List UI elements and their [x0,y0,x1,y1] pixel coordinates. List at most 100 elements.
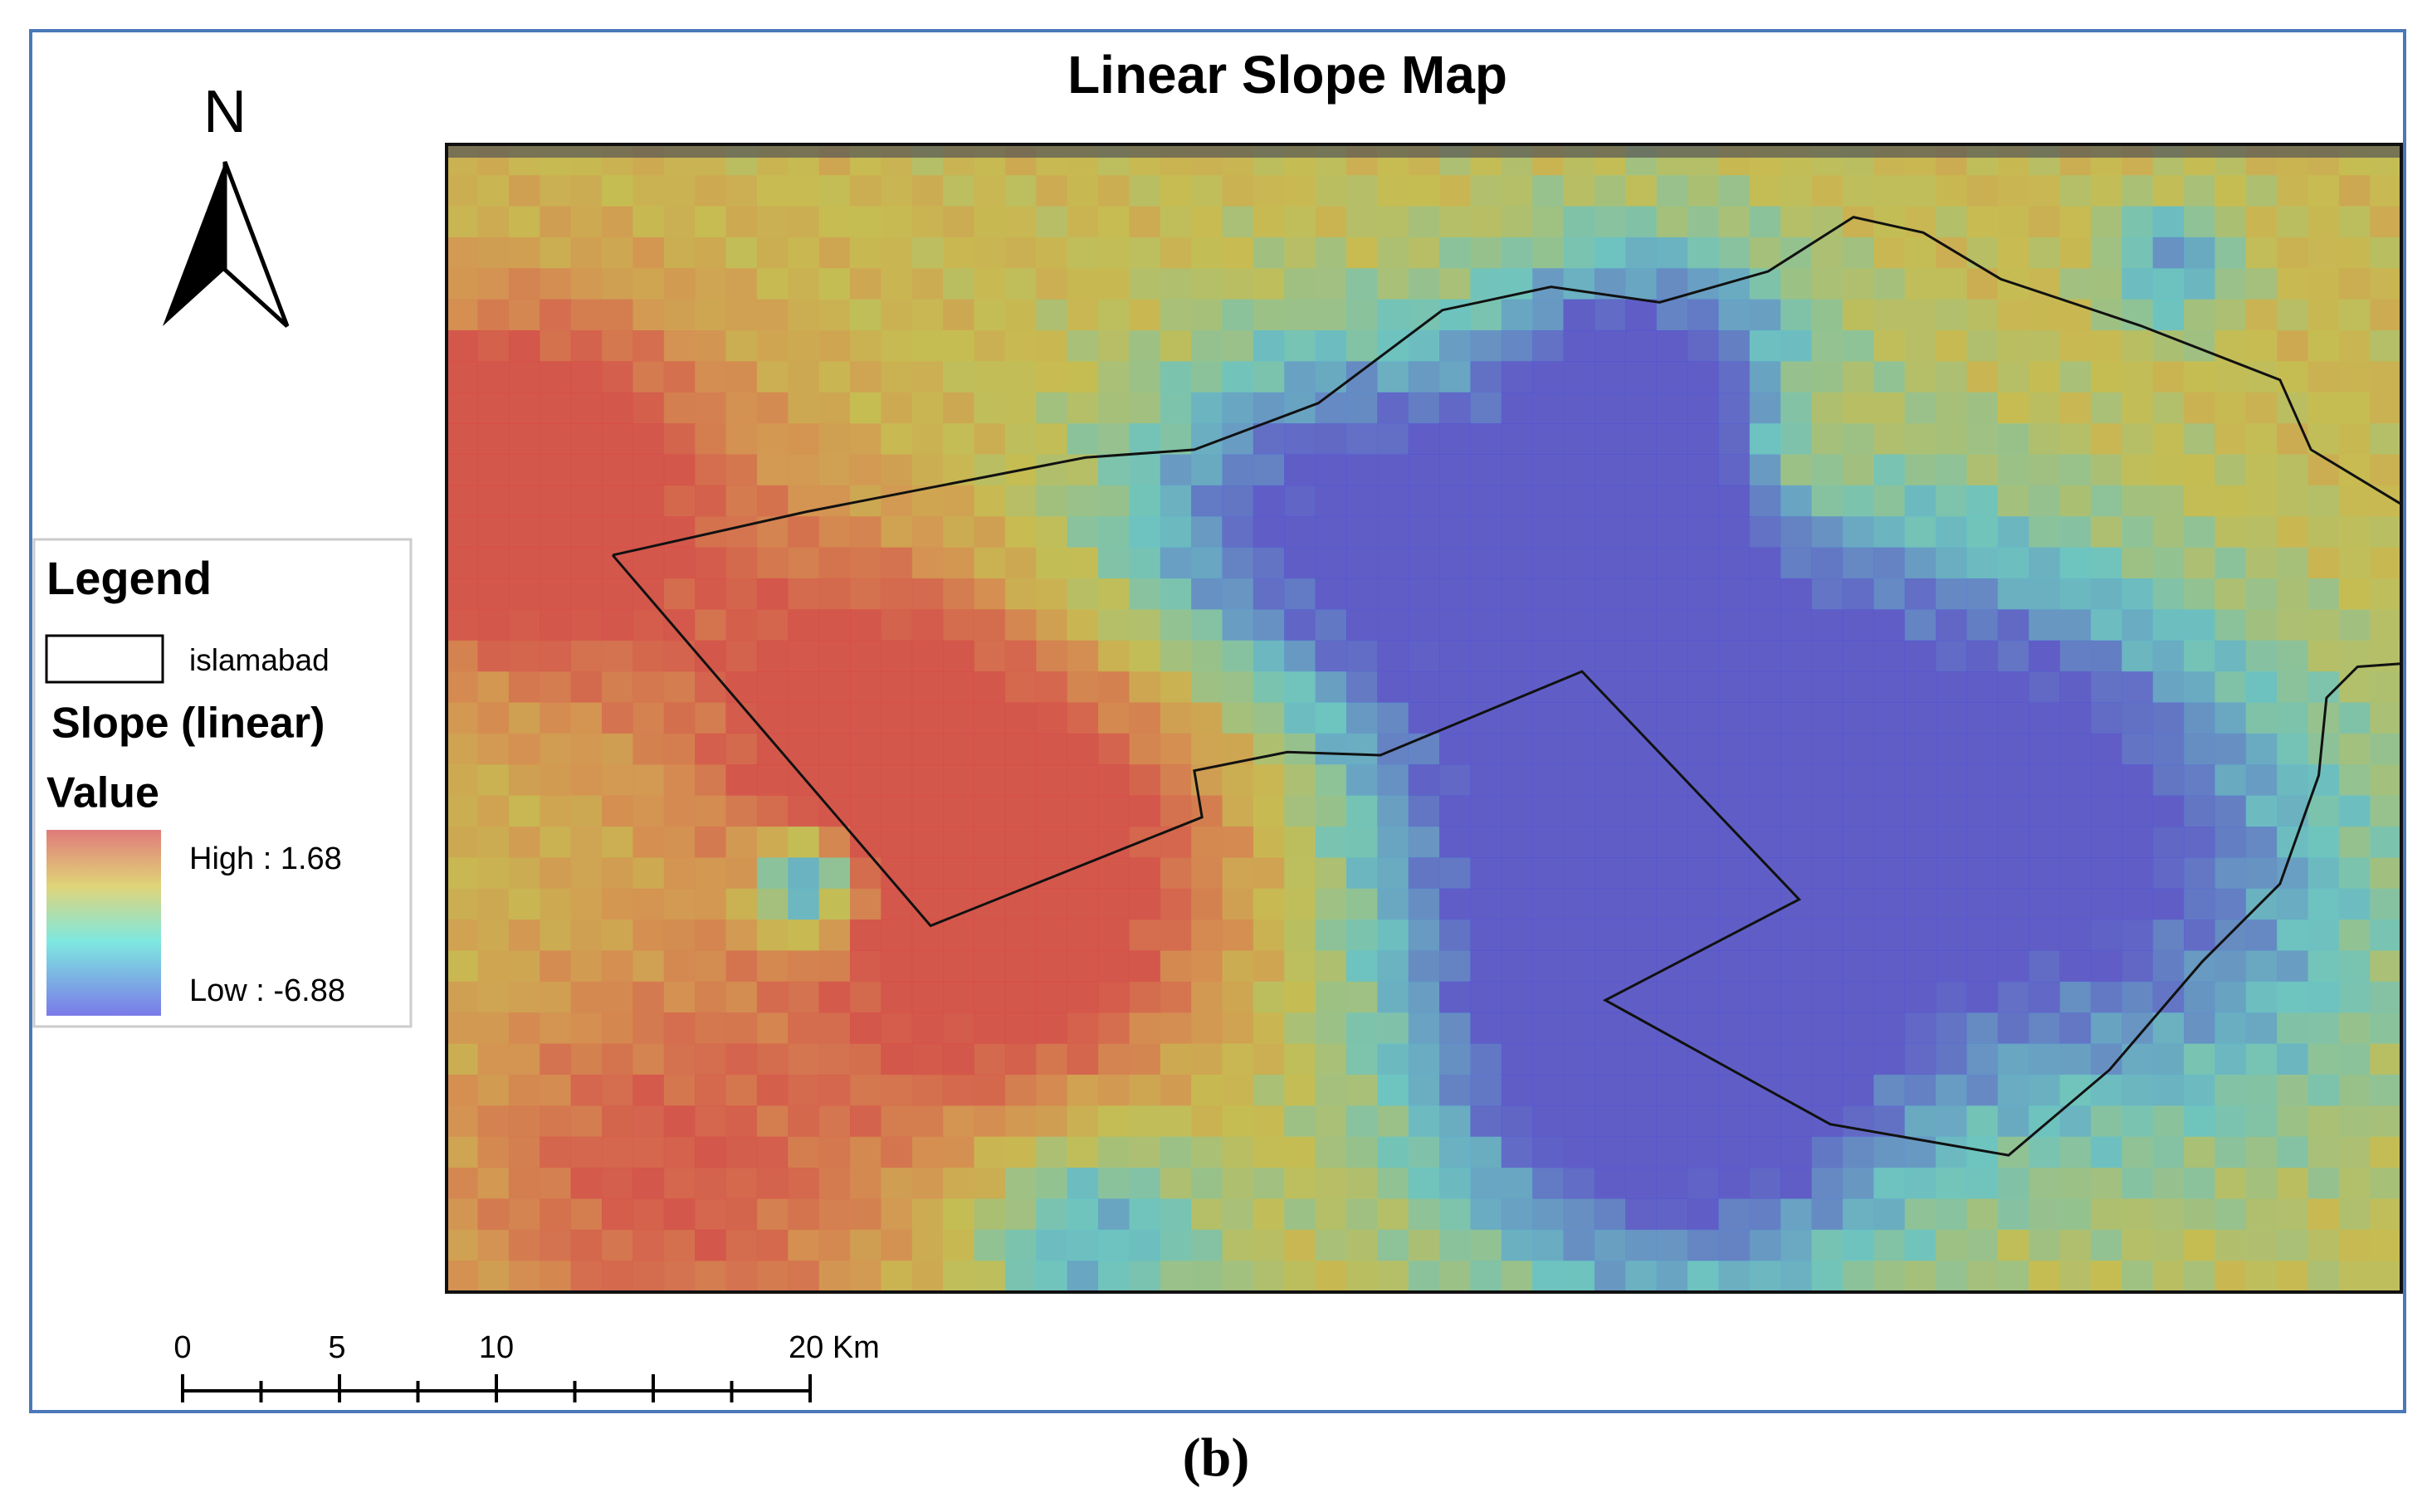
raster-cell [725,454,758,486]
raster-cell [1966,237,1999,269]
raster-cell [2307,206,2340,238]
raster-cell [2370,330,2401,362]
raster-cell [1036,826,1068,858]
raster-cell [1470,1012,1502,1045]
raster-cell [632,175,665,207]
raster-cell [1129,268,1161,300]
raster-cell [2370,175,2401,207]
raster-cell [2245,826,2278,858]
raster-cell [788,671,820,703]
raster-cell [849,733,881,765]
raster-cell [2338,516,2371,549]
raster-cell [2029,578,2061,610]
raster-cell [1904,1074,1936,1106]
raster-cell [1501,547,1533,579]
raster-cell [602,1198,633,1231]
raster-cell [1222,206,1254,238]
raster-cell [2183,981,2215,1013]
raster-cell [943,1198,974,1231]
raster-cell [695,950,727,983]
raster-cell [632,857,665,890]
raster-cell [1004,516,1037,549]
raster-cell [570,609,603,641]
raster-cell [2307,330,2340,362]
raster-cell [1749,454,1781,486]
raster-cell [2029,547,2061,579]
raster-cell [756,609,789,641]
raster-cell [570,237,603,269]
raster-cell [540,950,572,983]
raster-cell [943,423,974,455]
raster-cell [1160,888,1192,920]
raster-cell [2215,1261,2247,1292]
raster-cell [1873,981,1906,1013]
raster-cell [663,175,696,207]
raster-cell [1253,1012,1285,1045]
raster-cell [1253,1074,1285,1106]
raster-cell [2059,330,2092,362]
raster-cell [1408,640,1440,672]
raster-cell [1067,733,1099,765]
raster-cell [1718,175,1751,207]
raster-cell [2245,702,2278,734]
raster-cell [1408,702,1440,734]
raster-cell [2059,1136,2092,1168]
raster-cell [818,609,851,641]
raster-cell [2277,516,2308,549]
raster-cell [1501,950,1533,983]
raster-cell [1563,1012,1595,1045]
raster-cell [725,299,758,331]
raster-cell [1315,764,1347,797]
raster-cell [477,485,510,517]
raster-cell [2245,888,2278,920]
raster-cell [1811,671,1844,703]
raster-cell [1470,764,1502,797]
raster-cell [2277,1105,2308,1138]
raster-cell [2059,702,2092,734]
raster-cell [1408,1043,1440,1075]
raster-cell [2122,1136,2154,1168]
raster-cell [570,547,603,579]
raster-cell [1563,206,1595,238]
raster-cell [2122,392,2154,424]
raster-cell [1377,237,1409,269]
raster-cell [1718,237,1751,269]
raster-cell [756,733,789,765]
raster-cell [477,702,510,734]
raster-cell [570,330,603,362]
raster-cell [1966,702,1999,734]
raster-cell [1904,733,1936,765]
raster-cell [602,888,633,920]
raster-cell [508,175,540,207]
raster-cell [1097,1136,1130,1168]
raster-cell [663,1229,696,1261]
raster-cell [477,299,510,331]
raster-cell [2183,268,2215,300]
raster-cell [1129,733,1161,765]
raster-cell [447,1074,479,1106]
raster-cell [725,1105,758,1138]
raster-cell [881,578,913,610]
raster-cell [1222,857,1254,890]
raster-cell [1315,1261,1347,1292]
raster-cell [1191,578,1223,610]
raster-cell [1377,299,1409,331]
raster-cell [1067,1168,1099,1199]
raster-cell [1656,1074,1688,1106]
raster-cell [1625,795,1658,827]
raster-cell [1315,981,1347,1013]
raster-cell [1780,1074,1813,1106]
raster-cell [1315,330,1347,362]
raster-cell [1625,919,1658,951]
raster-cell [911,1043,944,1075]
raster-cell [2122,609,2154,641]
raster-cell [1749,795,1781,827]
raster-cell [881,516,913,549]
raster-cell [2059,423,2092,455]
raster-cell [1749,1012,1781,1045]
raster-cell [477,268,510,300]
raster-cell [2245,919,2278,951]
raster-cell [849,1229,881,1261]
raster-cell [1222,578,1254,610]
raster-cell [2152,826,2185,858]
